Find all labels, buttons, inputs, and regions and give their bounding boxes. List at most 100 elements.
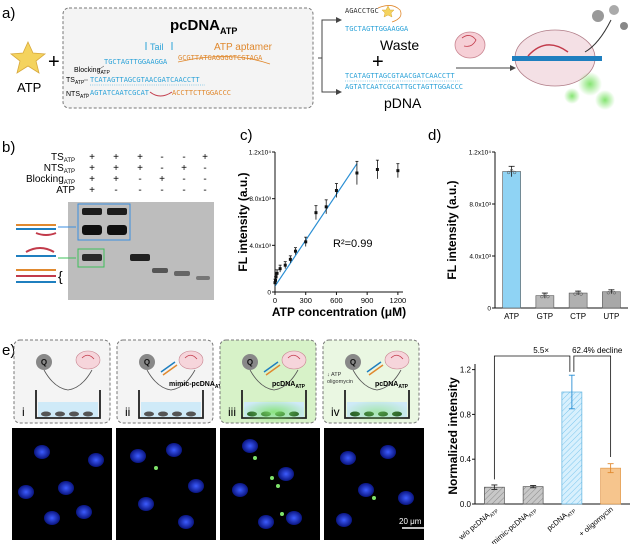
nucleus-icon <box>138 497 154 511</box>
rna-strand-icon <box>184 354 198 360</box>
bracket-left <box>493 355 571 480</box>
polymerase-icon <box>178 350 204 370</box>
panel-c: c) 0 300 600 900 1200 0 4.0x10³ 8.0x10³ 1.2x10⁴ R… <box>236 127 406 319</box>
gel-band-1a <box>82 208 102 215</box>
y-tick-label: 0 <box>267 290 271 297</box>
replicate-point <box>506 170 511 175</box>
mixing-lines <box>249 369 299 391</box>
gel-band-6 <box>196 276 210 280</box>
fluorescence-glow-icon-2 <box>595 90 615 110</box>
probe-strand-icon <box>263 361 279 373</box>
nucleus-icon <box>130 449 146 463</box>
arrow-head-pdna <box>336 89 342 95</box>
replicate-point <box>546 295 550 299</box>
gel-band-5 <box>174 271 190 276</box>
panel-e: e) QiQmimic-pcDNAATPiiQpcDNAATPiiiQpcDNA… <box>2 339 630 544</box>
gel-row-label: BlockingATP <box>26 174 75 186</box>
cell-icon <box>158 411 168 417</box>
pcdna-box <box>62 7 314 109</box>
fluorophore-glyph: Q <box>144 358 150 367</box>
cell-icon <box>55 411 65 417</box>
fluorophore-glyph: Q <box>247 358 253 367</box>
bar <box>522 486 544 505</box>
data-point <box>334 189 338 192</box>
replicate-point <box>579 292 583 296</box>
nucleus-icon <box>380 445 396 459</box>
gel-lane-mark: - <box>114 185 117 196</box>
nucleus-icon <box>286 511 302 525</box>
aptamer-label: ATP aptamer <box>214 42 273 53</box>
seq-waste-top: AGACCTGC <box>345 7 379 15</box>
data-point <box>324 205 328 209</box>
gel-lane-mark: - <box>182 185 185 196</box>
mixing-lines <box>43 369 93 391</box>
x-tick-label: 1200 <box>390 296 407 305</box>
fluorescence-spot-icon <box>253 456 257 460</box>
fluorescence-spot-icon <box>372 496 376 500</box>
cell-icon <box>172 411 182 417</box>
scheme-atp-tag: ↓ ATP <box>327 372 342 378</box>
scheme-reagent-label: pcDNAATP <box>375 381 409 390</box>
fit-line <box>274 163 358 287</box>
nucleus-icon <box>242 439 258 453</box>
plus-sign-2: + <box>372 51 384 73</box>
cell-icon <box>83 411 93 417</box>
bracket-right <box>573 355 612 457</box>
polymerase-icon <box>75 350 101 370</box>
tail-label: Tail <box>150 42 164 52</box>
fluorophore-icon <box>36 354 52 370</box>
replicate-point <box>612 291 617 295</box>
seq-ts: TCATAGTTAGCGTAACGATCAACCTT <box>90 76 200 84</box>
nts-label: NTSATP <box>66 91 90 100</box>
gel-lane-mark: - <box>182 174 185 185</box>
panel-d-label: d) <box>428 127 441 144</box>
mixing-lines <box>352 369 402 391</box>
bar <box>602 291 621 309</box>
probe-strand-icon <box>160 361 176 373</box>
gel-band-2a <box>107 208 127 215</box>
x-tick-label: 900 <box>361 296 374 305</box>
gel-lane-mark: - <box>203 174 206 185</box>
data-point <box>274 278 278 282</box>
y-axis-label: FL intensity (a.u.) <box>445 180 459 279</box>
gel-lane-mark: - <box>160 152 163 163</box>
gel-lane-mark: - <box>138 174 141 185</box>
gel-lane-mark: + <box>113 174 119 185</box>
fluorophore-icon-2 <box>609 5 619 15</box>
nucleus-icon <box>178 515 194 529</box>
scale-bar-label: 20 μm <box>399 517 422 526</box>
fluorescence-glow-icon-3 <box>564 88 580 104</box>
probe-strand-icon <box>265 364 281 376</box>
nucleus-icon <box>34 445 50 459</box>
gel-image <box>68 202 214 300</box>
selectivity-chart: 0 4.0x10³ 8.0x10³ 1.2x10⁴ ATP GTP CTP UTP FL int… <box>445 150 628 321</box>
data-point <box>396 169 400 173</box>
nucleus-icon <box>258 515 274 529</box>
gel-band-1b <box>82 225 102 235</box>
panel-b-label: b) <box>2 139 15 156</box>
probe-strand-icon <box>366 361 382 373</box>
medium-icon <box>38 402 98 417</box>
nucleus-icon <box>278 467 294 481</box>
waste-atp-star-icon <box>381 5 395 18</box>
fluorophore-icon <box>242 354 258 370</box>
x-tick-label: 600 <box>330 296 343 305</box>
nucleus-icon <box>166 443 182 457</box>
panel-a-label: a) <box>2 5 15 22</box>
replicate-point <box>543 293 547 297</box>
replicate-point <box>576 290 580 294</box>
panel-d: d) 0 4.0x10³ 8.0x10³ 1.2x10⁴ ATP GTP CTP UTP FL … <box>428 127 628 321</box>
replicate-point <box>512 170 517 175</box>
rna-strand-icon <box>81 354 95 360</box>
y-axis-label: Normalized intensity <box>446 377 460 495</box>
gel-lane-mark: + <box>159 174 165 185</box>
dish-icon <box>35 390 101 419</box>
data-point <box>304 240 308 244</box>
data-point <box>278 267 282 271</box>
replicate-point <box>573 292 577 296</box>
nucleus-icon <box>340 451 356 465</box>
cell-glow-icon <box>240 400 308 424</box>
y-tick-label: 4.0x10³ <box>469 254 492 261</box>
